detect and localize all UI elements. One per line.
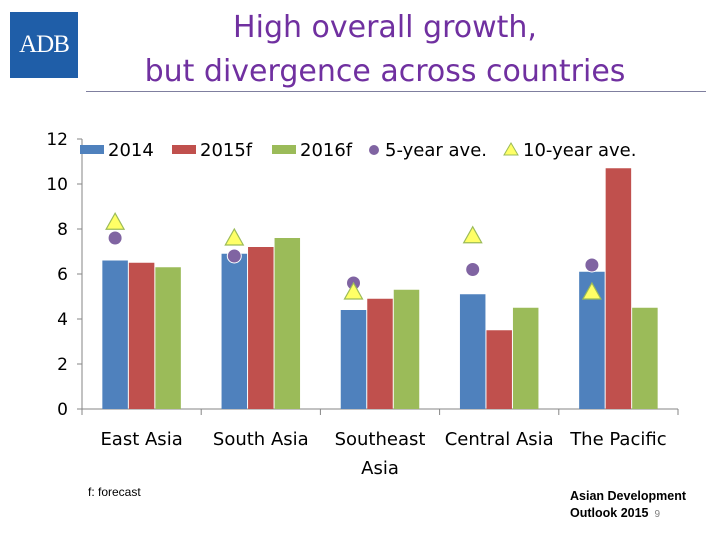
ten-year-average-marker <box>343 281 364 300</box>
bar <box>632 307 658 409</box>
title-line-1: High overall growth, <box>233 10 537 45</box>
y-tick-label: 10 <box>46 175 68 195</box>
source-line-1: Asian Development <box>570 489 687 503</box>
x-category-label: South Asia <box>213 429 309 450</box>
bar <box>512 307 539 409</box>
five-year-average-marker <box>107 230 123 246</box>
adb-logo: ADB <box>10 12 78 78</box>
legend-label: 2016f <box>300 140 353 161</box>
title-divider <box>86 91 706 92</box>
legend-swatch <box>80 145 104 154</box>
page-number: 9 <box>654 509 661 520</box>
y-tick-label: 0 <box>57 400 68 420</box>
five-year-average-marker <box>584 257 600 273</box>
legend-label: 2015f <box>200 140 253 161</box>
bar <box>486 330 512 409</box>
ten-year-average-marker <box>581 281 602 300</box>
bar <box>605 168 632 409</box>
bar <box>248 247 274 409</box>
x-category-label: Southeast <box>335 429 426 450</box>
legend-label: 10-year ave. <box>523 140 636 161</box>
y-tick-label: 6 <box>57 265 68 285</box>
source-line-2: Outlook 2015 9 <box>570 506 661 520</box>
legend-label: 5-year ave. <box>385 140 487 161</box>
y-tick-label: 4 <box>57 310 68 330</box>
x-category-label: Asia <box>361 458 399 479</box>
bar <box>274 238 301 409</box>
ten-year-average-marker <box>105 212 126 230</box>
y-tick-label: 2 <box>57 355 68 375</box>
source-label: Asian Development Outlook 2015 9 <box>570 488 686 523</box>
ten-year-average-marker <box>462 225 483 244</box>
five-year-average-marker <box>465 262 481 277</box>
bar <box>155 267 181 409</box>
title-line-2: but divergence across countries <box>144 54 626 89</box>
bar <box>128 262 155 409</box>
legend-circle-marker <box>369 145 379 155</box>
bar <box>393 289 420 409</box>
bar <box>221 253 248 409</box>
bar <box>102 260 128 409</box>
y-tick-label: 8 <box>57 220 68 240</box>
legend-label: 2014 <box>108 140 154 161</box>
slide-title: High overall growth, but divergence acro… <box>100 6 670 94</box>
ten-year-average-marker <box>224 227 245 246</box>
legend-swatch <box>172 145 196 154</box>
legend-triangle-marker <box>503 142 519 156</box>
five-year-average-marker <box>226 248 242 264</box>
x-category-label: The Pacific <box>569 429 666 450</box>
bar <box>459 294 486 409</box>
forecast-footnote: f: forecast <box>88 485 141 499</box>
x-category-label: Central Asia <box>445 429 554 450</box>
x-category-label: East Asia <box>100 429 182 450</box>
bar <box>340 310 367 409</box>
y-tick-label: 12 <box>46 130 68 150</box>
legend-swatch <box>272 145 296 154</box>
bar <box>367 298 393 409</box>
